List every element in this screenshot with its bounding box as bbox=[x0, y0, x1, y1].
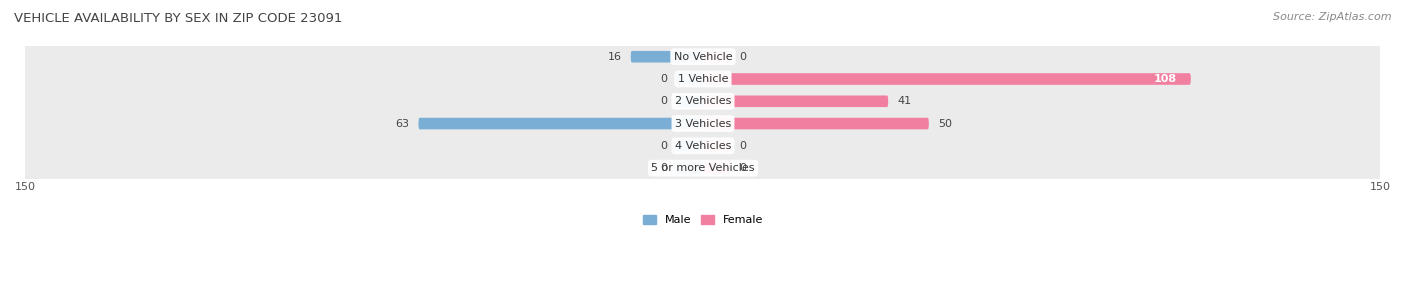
FancyBboxPatch shape bbox=[631, 51, 703, 62]
Text: 4 Vehicles: 4 Vehicles bbox=[675, 141, 731, 151]
Legend: Male, Female: Male, Female bbox=[638, 211, 768, 230]
Text: 0: 0 bbox=[659, 141, 666, 151]
Text: 0: 0 bbox=[659, 74, 666, 84]
Text: 0: 0 bbox=[740, 141, 747, 151]
Text: 3 Vehicles: 3 Vehicles bbox=[675, 118, 731, 129]
Text: 2 Vehicles: 2 Vehicles bbox=[675, 96, 731, 106]
Text: 63: 63 bbox=[395, 118, 409, 129]
FancyBboxPatch shape bbox=[703, 118, 929, 129]
FancyBboxPatch shape bbox=[703, 95, 889, 107]
Bar bbox=[25, 112, 1381, 135]
FancyBboxPatch shape bbox=[703, 140, 730, 151]
Text: 108: 108 bbox=[1154, 74, 1177, 84]
Text: 0: 0 bbox=[740, 163, 747, 173]
FancyBboxPatch shape bbox=[703, 51, 730, 62]
Bar bbox=[25, 90, 1381, 112]
Text: 1 Vehicle: 1 Vehicle bbox=[678, 74, 728, 84]
Text: 0: 0 bbox=[659, 96, 666, 106]
Text: No Vehicle: No Vehicle bbox=[673, 52, 733, 62]
FancyBboxPatch shape bbox=[703, 162, 730, 174]
Text: 0: 0 bbox=[740, 52, 747, 62]
FancyBboxPatch shape bbox=[676, 140, 703, 151]
Bar bbox=[25, 157, 1381, 179]
FancyBboxPatch shape bbox=[419, 118, 703, 129]
Bar bbox=[25, 68, 1381, 90]
FancyBboxPatch shape bbox=[703, 73, 1191, 85]
FancyBboxPatch shape bbox=[676, 73, 703, 85]
Text: 50: 50 bbox=[938, 118, 952, 129]
FancyBboxPatch shape bbox=[676, 95, 703, 107]
Text: 41: 41 bbox=[897, 96, 911, 106]
Text: VEHICLE AVAILABILITY BY SEX IN ZIP CODE 23091: VEHICLE AVAILABILITY BY SEX IN ZIP CODE … bbox=[14, 12, 343, 25]
Text: 5 or more Vehicles: 5 or more Vehicles bbox=[651, 163, 755, 173]
Bar bbox=[25, 135, 1381, 157]
Bar bbox=[25, 46, 1381, 68]
Text: 0: 0 bbox=[659, 163, 666, 173]
FancyBboxPatch shape bbox=[676, 162, 703, 174]
Text: 16: 16 bbox=[607, 52, 621, 62]
Text: Source: ZipAtlas.com: Source: ZipAtlas.com bbox=[1274, 12, 1392, 22]
